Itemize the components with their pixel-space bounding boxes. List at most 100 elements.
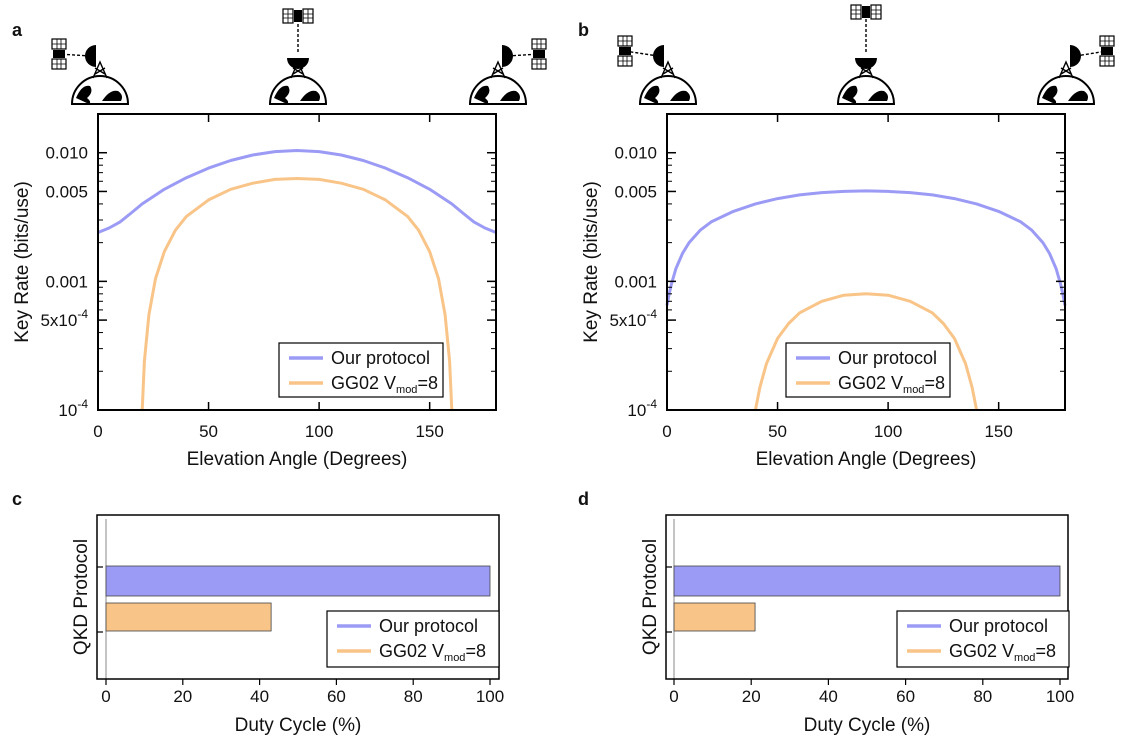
y-tick-base: 0.005 <box>45 182 88 201</box>
satellite-body <box>533 50 545 58</box>
legend-box <box>785 342 951 398</box>
x-tick-label: 80 <box>973 687 992 706</box>
chart-panel-c: 0 20 40 60 80 100 Duty Cycle (%) QKD Protocol Ou… <box>71 514 504 736</box>
x-axis-label: Elevation Angle (Degrees) <box>756 449 977 470</box>
panel-grid <box>283 9 313 23</box>
ground-station-icon <box>51 38 130 105</box>
y-axis-label: QKD Protocol <box>640 539 661 655</box>
chart-panel-d: 0 20 40 60 80 100 Duty Cycle (%) QKD Protocol Ou… <box>640 514 1074 736</box>
y-tick-label: 0.005 <box>45 182 88 201</box>
legend-label-gg02: GG02 Vmod=8 <box>949 641 1056 664</box>
dish-icon <box>653 45 664 67</box>
icons-panel-a <box>51 8 547 105</box>
ground-station-icon <box>836 4 896 105</box>
y-tick-label: 10-4 <box>627 397 657 420</box>
x-tick-label: 80 <box>404 687 423 706</box>
x-axis-label: Duty Cycle (%) <box>235 715 362 736</box>
satellite-body <box>294 10 302 22</box>
y-tick-label: 10-4 <box>58 397 88 420</box>
y-tick-label: 0.005 <box>614 182 657 201</box>
x-tick-label: 0 <box>93 422 102 441</box>
legend-gg02-suffix: =8 <box>924 373 945 393</box>
x-tick-label: 20 <box>742 687 761 706</box>
y-tick-sup: -4 <box>646 307 657 321</box>
x-tick-label: 40 <box>250 687 269 706</box>
ground-station-icon <box>617 35 698 105</box>
legend-gg02-prefix: GG02 V <box>949 641 1014 661</box>
tower <box>92 60 108 79</box>
legend-box <box>326 610 500 668</box>
dish-icon <box>287 58 309 69</box>
panel-grid <box>1100 36 1114 66</box>
y-tick-base: 5x10 <box>609 311 646 330</box>
continents <box>644 85 690 104</box>
x-axis-label: Elevation Angle (Degrees) <box>187 449 408 470</box>
dish-icon <box>85 45 96 67</box>
y-tick-label: 5x10-4 <box>40 307 88 330</box>
ground-station-icon <box>268 8 328 105</box>
legend-label-gg02: GG02 Vmod=8 <box>379 641 486 664</box>
y-tick-base: 0.010 <box>45 144 88 163</box>
chart-panel-a: 0 50 100 1500.0100.0050.0015x10-410-4Elevat… <box>12 113 497 470</box>
panel-label-a: a <box>12 20 23 40</box>
x-tick-label: 150 <box>984 422 1012 441</box>
y-tick-base: 0.001 <box>45 272 88 291</box>
plot-frame <box>666 113 1066 411</box>
panel-grid <box>618 36 632 66</box>
bar-our-protocol <box>673 565 1061 597</box>
bar-our-protocol <box>105 565 491 597</box>
legend-gg02-suffix: =8 <box>1035 641 1056 661</box>
x-tick-label: 100 <box>305 422 333 441</box>
x-tick-label: 100 <box>1046 687 1074 706</box>
ground-station-icon <box>468 38 547 105</box>
y-axis-label: Key Rate (bits/use) <box>12 181 33 343</box>
bar-gg02 <box>673 602 756 632</box>
continents <box>76 85 122 104</box>
y-tick-base: 0.005 <box>614 182 657 201</box>
chart-panel-b: 0 50 100 1500.0100.0050.0015x10-410-4Elevat… <box>581 113 1067 470</box>
x-tick-label: 50 <box>199 422 218 441</box>
satellite-icon <box>617 35 633 67</box>
y-tick-label: 0.001 <box>614 272 657 291</box>
dish-icon <box>855 58 877 69</box>
continents <box>842 85 888 104</box>
series-line-gg02 <box>753 292 979 411</box>
panel-grid <box>851 5 881 19</box>
x-tick-label: 60 <box>327 687 346 706</box>
legend-label-our: Our protocol <box>838 348 937 368</box>
x-tick-label: 40 <box>819 687 838 706</box>
bar-gg02 <box>105 602 272 632</box>
ground-station-icon <box>1036 35 1115 105</box>
legend-label-our: Our protocol <box>949 616 1048 636</box>
y-tick-label: 5x10-4 <box>609 307 657 330</box>
x-tick-label: 100 <box>476 687 504 706</box>
x-tick-label: 0 <box>101 687 110 706</box>
satellite-icon <box>282 8 314 24</box>
y-tick-base: 5x10 <box>40 311 77 330</box>
satellite-body <box>1101 47 1113 55</box>
legend-box <box>896 610 1070 668</box>
legend-gg02-sub: mod <box>444 652 465 664</box>
legend-gg02-suffix: =8 <box>417 373 438 393</box>
dish-icon <box>502 45 513 67</box>
tower <box>1058 60 1074 79</box>
satellite-body <box>619 47 631 55</box>
legend-gg02-prefix: GG02 V <box>838 373 903 393</box>
legend-gg02-prefix: GG02 V <box>379 641 444 661</box>
satellite-icon <box>850 4 882 20</box>
x-tick-label: 100 <box>874 422 902 441</box>
y-tick-sup: -4 <box>77 307 88 321</box>
legend-gg02-sub: mod <box>396 384 417 396</box>
panel-label-b: b <box>578 20 589 40</box>
legend-label-our: Our protocol <box>331 348 430 368</box>
y-tick-label: 0.010 <box>614 144 657 163</box>
y-tick-sup: -4 <box>77 397 88 411</box>
legend-gg02-suffix: =8 <box>465 641 486 661</box>
y-axis-label: QKD Protocol <box>71 539 92 655</box>
satellite-icon <box>1099 35 1115 67</box>
x-tick-label: 20 <box>173 687 192 706</box>
continents <box>274 85 320 104</box>
x-axis-label: Duty Cycle (%) <box>804 715 931 736</box>
y-tick-sup: -4 <box>646 397 657 411</box>
legend-gg02-sub: mod <box>903 384 924 396</box>
